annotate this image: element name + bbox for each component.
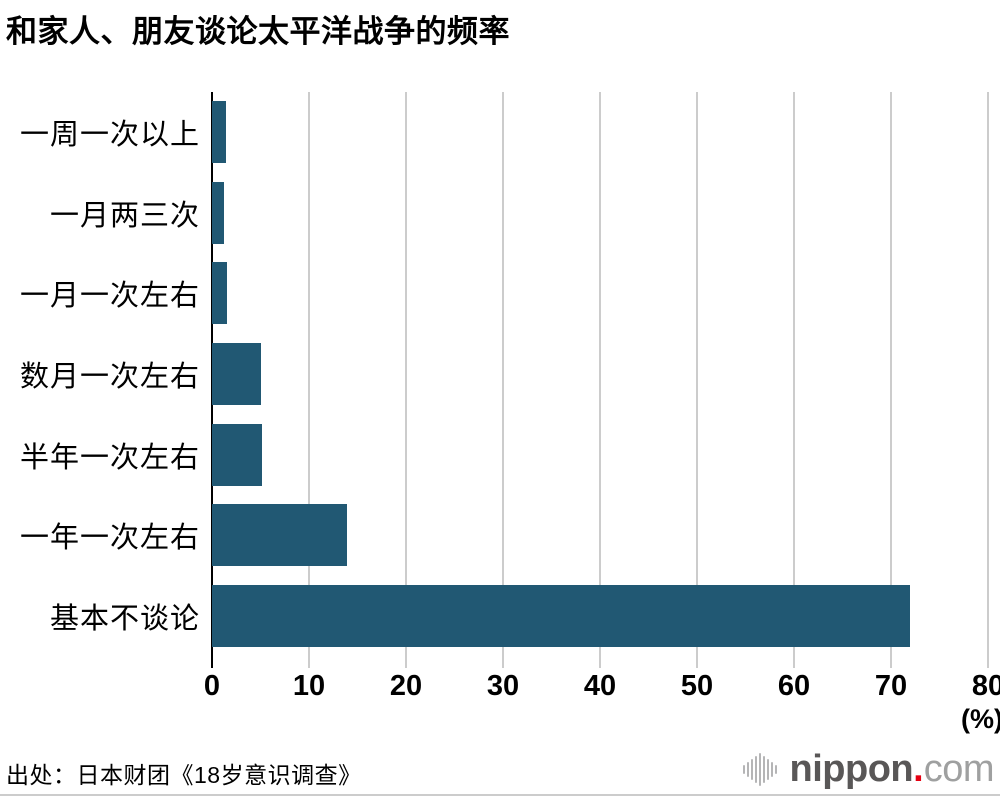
axis-tick	[696, 656, 698, 668]
axis-tick	[890, 656, 892, 668]
bar-5	[212, 423, 263, 486]
gridline	[405, 92, 407, 656]
soundwave-icon	[742, 753, 779, 786]
x-tick-label: 10	[292, 670, 326, 702]
chart-title: 和家人、朋友谈论太平洋战争的频率	[6, 14, 510, 49]
x-tick-label: 60	[777, 670, 811, 702]
axis-tick	[502, 656, 504, 668]
soundwave-bar	[766, 759, 769, 780]
bottom-border	[0, 794, 1000, 796]
x-tick-label: 20	[389, 670, 423, 702]
category-label: 数月一次左右	[19, 360, 200, 393]
axis-unit-label: (%)	[961, 704, 1000, 734]
axis-tick	[987, 656, 989, 668]
gridline	[308, 92, 310, 656]
gridline	[890, 92, 892, 656]
bar-6	[212, 504, 347, 567]
logo-text-com: com	[923, 748, 995, 790]
soundwave-bar	[742, 765, 745, 774]
axis-tick	[793, 656, 795, 668]
category-label: 一月两三次	[49, 199, 200, 232]
category-label: 基本不谈论	[49, 602, 200, 635]
x-tick-label: 50	[680, 670, 714, 702]
source-text: 出处：日本财团《18岁意识调查》	[6, 762, 362, 788]
soundwave-bar	[774, 765, 777, 774]
bar-7	[212, 584, 911, 647]
x-tick-label: 40	[583, 670, 617, 702]
logo-text-dot: .	[913, 748, 924, 790]
soundwave-bar	[746, 762, 749, 777]
gridline	[987, 92, 989, 656]
bar-4	[212, 343, 262, 405]
logo-text-nippon: nippon	[789, 748, 914, 790]
category-label: 一月一次左右	[19, 280, 200, 313]
gridline	[793, 92, 795, 656]
category-label: 一周一次以上	[19, 119, 200, 152]
x-tick-label: 0	[203, 670, 221, 702]
soundwave-bar	[754, 756, 757, 783]
nippon-logo: nippon . com	[742, 748, 995, 791]
category-label: 一年一次左右	[19, 522, 200, 555]
axis-tick	[599, 656, 601, 668]
gridline	[696, 92, 698, 656]
bar-2	[212, 181, 224, 244]
soundwave-bar	[750, 759, 753, 780]
bar-1	[212, 101, 226, 164]
soundwave-bar	[770, 762, 773, 777]
axis-tick	[308, 656, 310, 668]
x-tick-label: 70	[874, 670, 908, 702]
soundwave-bar	[762, 756, 765, 783]
category-label: 半年一次左右	[19, 441, 200, 474]
x-tick-label: 30	[486, 670, 520, 702]
gridline	[599, 92, 601, 656]
gridline	[502, 92, 504, 656]
axis-tick	[405, 656, 407, 668]
bar-3	[212, 262, 227, 325]
axis-tick	[211, 656, 213, 668]
soundwave-bar	[758, 753, 761, 786]
x-tick-label: 80	[971, 670, 1000, 702]
